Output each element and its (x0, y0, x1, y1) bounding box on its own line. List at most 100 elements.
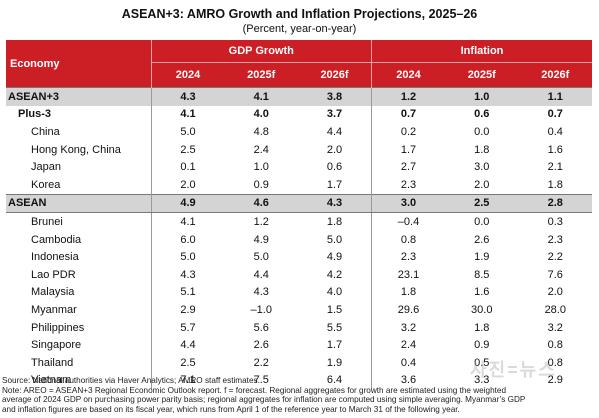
gdp-growth-value: 4.9 (253, 233, 269, 246)
gdp-growth-value: 4.0 (253, 108, 269, 121)
gdp-growth-value: 4.9 (151, 193, 225, 214)
inflation-value: 28.0 (544, 303, 566, 316)
inflation-value: 0.8 (547, 339, 563, 352)
inflation-value: 2.5 (445, 193, 519, 214)
gdp-growth-value: 2.0 (298, 140, 373, 159)
table-row: Singapore 4.4 2.6 1.7 2.4 0.9 0.8 (6, 336, 592, 354)
economy-name: Japan (6, 158, 152, 176)
economy-name: Singapore (6, 336, 152, 354)
table-notes: Source: National authorities via Haver A… (2, 376, 597, 414)
inflation-value: 7.6 (547, 268, 563, 281)
inflation-value: 3.2 (400, 321, 417, 334)
inflation-year-header: 2024 (371, 62, 446, 88)
economy-name: Plus-3 (6, 105, 152, 124)
gdp-growth-value: 1.9 (298, 353, 373, 372)
inflation-value: 0.8 (400, 233, 417, 246)
table-row: ASEAN 4.9 4.6 4.3 3.0 2.5 2.8 (6, 193, 593, 214)
economy-name: Korea (6, 175, 152, 195)
gdp-growth-value: 7.1 (180, 374, 196, 387)
table-row: Plus-3 4.1 4.0 3.7 0.7 0.6 0.7 (6, 105, 592, 124)
economy-name: Brunei (6, 212, 152, 231)
gdp-growth-value: 0.1 (180, 161, 196, 174)
inflation-value: 1.8 (474, 321, 490, 334)
economy-name: ASEAN+3 (6, 86, 152, 106)
inflation-value: 2.6 (474, 233, 490, 246)
source-note: Source: National authorities via Haver A… (2, 376, 260, 385)
gdp-growth-value: 4.1 (180, 108, 196, 121)
footnote-line: Note: AREO = ASEAN+3 Regional Economic O… (2, 385, 507, 395)
figure-title: ASEAN+3: AMRO Growth and Inflation Proje… (121, 7, 478, 21)
table-row: Japan 0.1 1.0 0.6 2.7 3.0 2.1 (6, 158, 592, 176)
gdp-growth-value: 5.7 (180, 321, 196, 334)
gdp-growth-value: 1.8 (298, 212, 373, 231)
inflation-value: 2.0 (547, 286, 563, 299)
inflation-value: 3.2 (547, 321, 563, 334)
gdp-growth-header: GDP Growth (151, 40, 373, 63)
gdp-growth-value: 3.8 (298, 86, 373, 106)
inflation-value: 3.0 (371, 193, 446, 214)
gdp-growth-value: 2.6 (253, 339, 269, 352)
table-row: Cambodia 6.0 4.9 5.0 0.8 2.6 2.3 (6, 230, 592, 249)
gdp-growth-value: 1.0 (253, 161, 269, 174)
inflation-value: 0.4 (400, 356, 417, 369)
gdp-growth-value: 4.4 (253, 268, 269, 281)
table-row: Philippines 5.7 5.6 5.5 3.2 1.8 3.2 (6, 318, 592, 337)
gdp-growth-value: 2.2 (253, 356, 269, 369)
gdp-growth-value: 2.5 (180, 143, 196, 156)
gdp-growth-value: 6.4 (298, 371, 373, 390)
economy-name: Vietnam (6, 371, 152, 390)
inflation-value: 1.9 (474, 251, 490, 264)
projections-table: Economy GDP Growth Inflation 2024 2025f … (6, 40, 593, 390)
inflation-value: 30.0 (471, 303, 493, 316)
table-row: Hong Kong, China 2.5 2.4 2.0 1.7 1.8 1.6 (6, 140, 592, 159)
inflation-value: 0.6 (474, 108, 490, 121)
gdp-growth-value: 4.1 (224, 86, 298, 106)
inflation-value: 0.0 (474, 215, 490, 228)
footnote-line: and inflation figures are based on its f… (2, 404, 460, 414)
gdp-growth-value: 5.0 (253, 251, 269, 264)
gdp-growth-value: 5.0 (298, 230, 373, 249)
inflation-value: 1.8 (400, 286, 417, 299)
table-row: Thailand 2.5 2.2 1.9 0.4 0.5 0.8 (6, 353, 592, 372)
inflation-value: 3.0 (474, 161, 490, 174)
table-row: Korea 2.0 0.9 1.7 2.3 2.0 1.8 (6, 175, 592, 195)
inflation-value: 0.7 (547, 108, 563, 121)
gdp-growth-value: 6.0 (180, 233, 196, 246)
gdp-growth-value: 5.0 (180, 251, 196, 264)
inflation-value: 1.8 (547, 178, 563, 191)
inflation-value: 0.8 (547, 356, 563, 369)
inflation-value: 1.6 (547, 143, 563, 156)
gdp-growth-value: 2.0 (180, 178, 196, 191)
gdp-year-header: 2026f (298, 62, 373, 88)
table-row: Lao PDR 4.3 4.4 4.2 23.1 8.5 7.6 (6, 265, 592, 284)
inflation-value: 0.3 (547, 215, 563, 228)
footnote-line: average of 2024 GDP on purchasing power … (2, 395, 526, 405)
gdp-growth-value: 1.5 (298, 301, 373, 319)
economy-name: Thailand (6, 353, 152, 372)
inflation-value: 2.3 (400, 178, 417, 191)
economy-name: Hong Kong, China (6, 140, 152, 159)
inflation-value: –0.4 (397, 215, 420, 228)
gdp-growth-value: 5.5 (298, 318, 373, 337)
table-row: China 5.0 4.8 4.4 0.2 0.0 0.4 (6, 123, 592, 141)
table-row: Indonesia 5.0 5.0 4.9 2.3 1.9 2.2 (6, 248, 592, 266)
gdp-growth-value: 4.3 (151, 86, 225, 106)
table-row: Myanmar 2.9 –1.0 1.5 29.6 30.0 28.0 (6, 301, 592, 319)
inflation-value: 0.5 (474, 356, 490, 369)
gdp-growth-value: 4.2 (298, 265, 373, 284)
gdp-growth-value: 2.9 (180, 303, 196, 316)
inflation-value: 0.9 (474, 339, 490, 352)
gdp-growth-value: 4.6 (224, 193, 298, 214)
inflation-value: 0.7 (400, 108, 417, 121)
inflation-header: Inflation (371, 40, 593, 63)
inflation-value: 2.3 (547, 233, 563, 246)
gdp-growth-value: 4.0 (298, 283, 373, 302)
inflation-value: 2.9 (547, 374, 563, 387)
gdp-growth-value: 0.9 (253, 178, 269, 191)
gdp-year-header: 2024 (151, 62, 225, 88)
economy-name: Indonesia (6, 248, 152, 266)
inflation-value: 0.4 (547, 125, 563, 138)
inflation-value: 1.7 (400, 143, 417, 156)
inflation-value: 2.1 (547, 161, 563, 174)
gdp-growth-value: 4.9 (298, 248, 373, 266)
